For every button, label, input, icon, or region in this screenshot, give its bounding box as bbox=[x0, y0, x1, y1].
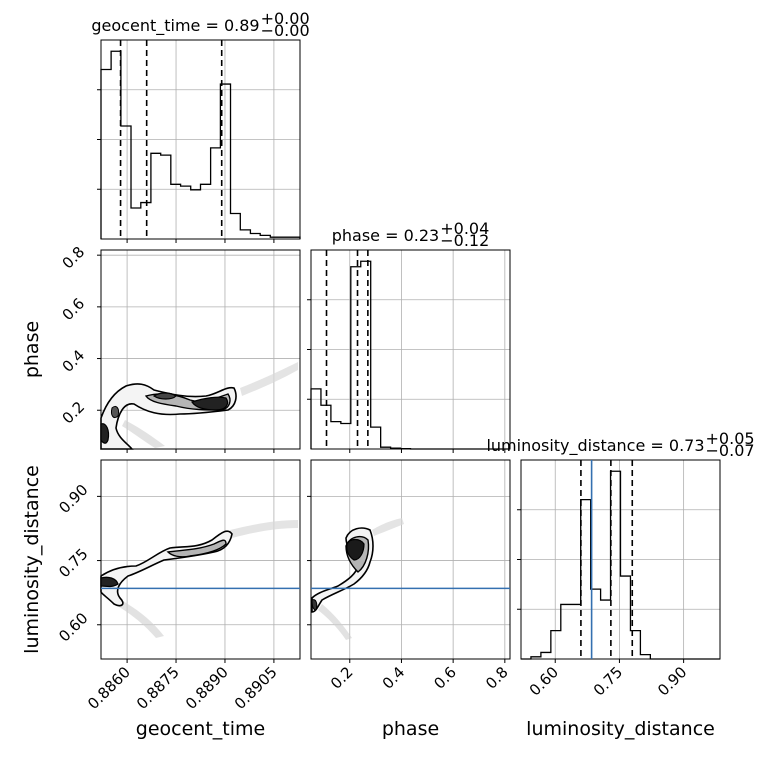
tick-label-phase: 0.6 bbox=[59, 295, 89, 325]
title-text: phase = 0.23 bbox=[332, 226, 439, 245]
tick-label-geocent_time: 0.8905 bbox=[231, 663, 281, 713]
title-error-plus: +0.04 bbox=[440, 219, 489, 238]
tick-label-luminosity_distance: 0.90 bbox=[55, 481, 91, 517]
tick-label-phase: 0.6 bbox=[430, 663, 460, 693]
axis-label-phase: phase bbox=[21, 321, 43, 378]
histogram-geocent_time bbox=[100, 50, 301, 239]
panel-geocent_time-vs-geocent_time bbox=[100, 39, 301, 240]
tick-label-phase: 0.8 bbox=[59, 243, 89, 273]
tick-label-phase: 0.2 bbox=[327, 663, 357, 693]
contour-inner bbox=[111, 405, 119, 419]
tick-label-geocent_time: 0.8860 bbox=[84, 663, 134, 713]
contour-outer bbox=[100, 530, 233, 607]
title-error-plus: +0.00 bbox=[261, 9, 310, 28]
contour-inner bbox=[100, 423, 110, 444]
tick-label-phase: 0.2 bbox=[59, 398, 89, 428]
sample-cloud bbox=[240, 362, 298, 396]
axis-label-luminosity_distance: luminosity_distance bbox=[21, 465, 43, 654]
tick-label-phase: 0.4 bbox=[379, 663, 409, 693]
contour-inner bbox=[100, 576, 119, 588]
panel-luminosity_distance-vs-geocent_time bbox=[100, 459, 301, 660]
density-luminosity-distance-vs-geocent-time bbox=[100, 520, 298, 638]
title-text: luminosity_distance = 0.73 bbox=[486, 436, 704, 456]
sample-cloud bbox=[372, 518, 404, 536]
title-error-minus: −0.00 bbox=[261, 21, 310, 40]
title-text: geocent_time = 0.89 bbox=[91, 16, 259, 36]
contour-inner bbox=[152, 392, 177, 400]
sample-cloud bbox=[318, 604, 352, 640]
axis-label-luminosity_distance: luminosity_distance bbox=[526, 718, 715, 740]
tick-label-luminosity_distance: 0.75 bbox=[55, 545, 91, 581]
contour-mid bbox=[166, 539, 227, 558]
panel-phase-vs-phase bbox=[310, 249, 511, 450]
tick-label-luminosity_distance: 0.60 bbox=[526, 663, 562, 699]
title-geocent_time: geocent_time = 0.89 +0.00−0.00 bbox=[91, 9, 309, 40]
density-phase-vs-geocent-time bbox=[100, 362, 298, 450]
contour-inner bbox=[311, 599, 318, 611]
title-error-minus: −0.07 bbox=[706, 441, 755, 460]
contour-layer bbox=[100, 362, 404, 640]
tick-label-luminosity_distance: 0.90 bbox=[654, 663, 690, 699]
panel-phase-vs-geocent_time bbox=[100, 249, 301, 450]
axis-label-geocent_time: geocent_time bbox=[136, 718, 265, 740]
title-luminosity_distance: luminosity_distance = 0.73 +0.05−0.07 bbox=[486, 429, 754, 460]
histogram-phase bbox=[310, 260, 510, 450]
tick-label-geocent_time: 0.8875 bbox=[133, 663, 183, 713]
sample-cloud bbox=[230, 520, 298, 538]
tick-label-phase: 0.4 bbox=[59, 346, 89, 376]
tick-label-phase: 0.8 bbox=[482, 663, 512, 693]
contour-inner bbox=[346, 538, 365, 561]
contour-inner bbox=[191, 396, 229, 411]
density-luminosity-distance-vs-phase bbox=[311, 518, 404, 640]
sample-cloud bbox=[122, 420, 165, 448]
panel-luminosity_distance-vs-phase bbox=[310, 459, 511, 660]
tick-label-geocent_time: 0.8890 bbox=[182, 663, 232, 713]
tick-label-luminosity_distance: 0.60 bbox=[55, 609, 91, 645]
title-error-minus: −0.12 bbox=[440, 231, 489, 250]
histogram-luminosity_distance bbox=[521, 470, 720, 660]
panel-luminosity_distance-vs-luminosity_distance bbox=[520, 459, 721, 660]
tick-label-luminosity_distance: 0.75 bbox=[590, 663, 626, 699]
sample-cloud bbox=[114, 598, 164, 638]
axis-label-phase: phase bbox=[382, 718, 439, 740]
title-error-plus: +0.05 bbox=[706, 429, 755, 448]
title-phase: phase = 0.23 +0.04−0.12 bbox=[332, 219, 490, 250]
